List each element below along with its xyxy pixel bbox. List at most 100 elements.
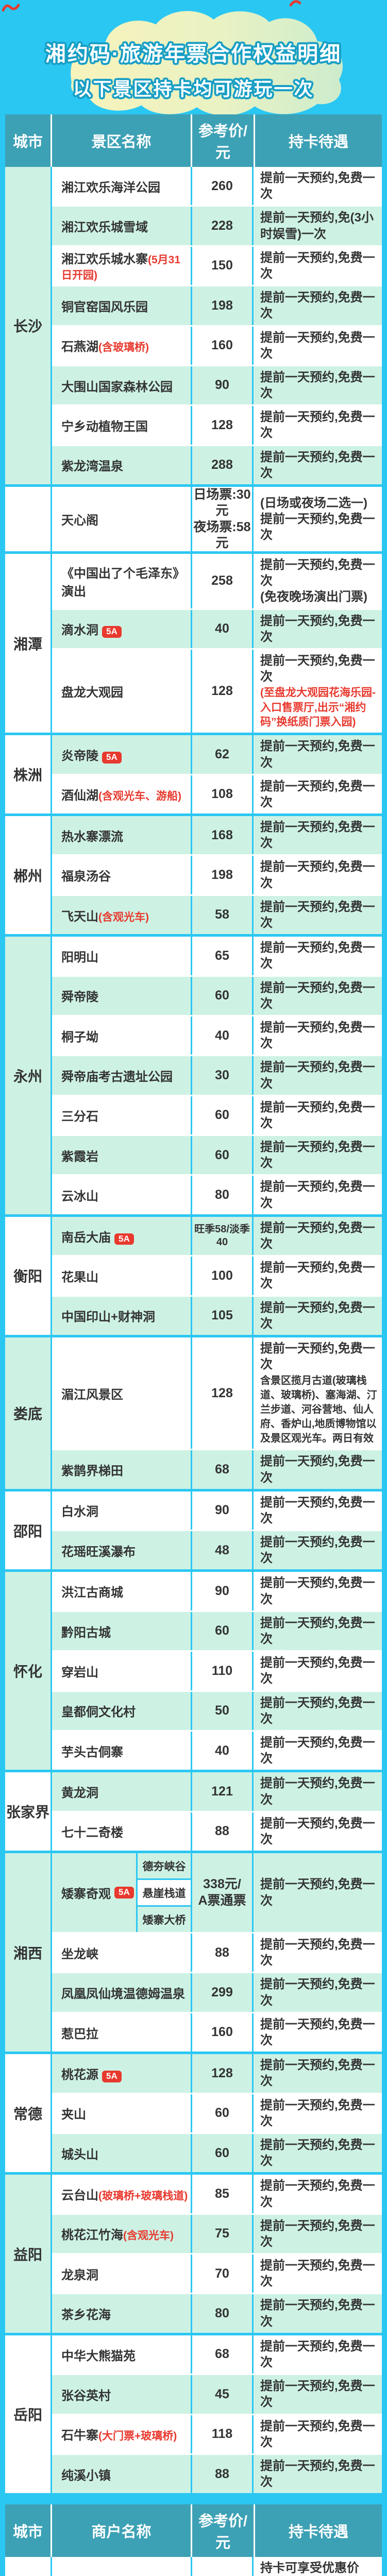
table-row: 飞天山(含观光车) 58 提前一天预约,免费一次: [52, 894, 382, 935]
scenic-name: 大围山国家森林公园: [61, 380, 173, 394]
benefit-cell: 提前一天预约,免费一次: [252, 2415, 382, 2453]
scenic-name: 皇都侗文化村: [61, 1705, 136, 1720]
scenic-name-cell: 《中国出了个毛泽东》演出: [52, 554, 191, 608]
benefit-cell: 提前一天预约,免费一次: [252, 1176, 382, 1214]
city-cell: 郴州: [5, 816, 52, 935]
scenic-name-cell: 云冰山: [52, 1176, 191, 1214]
city-group-rows: 南岳大庙 5A 旺季58/淡季40 提前一天预约,免费一次 花果山 100 提前一天预约,免…: [52, 1216, 382, 1335]
price-value: 45: [215, 2386, 229, 2401]
price-value: 88: [215, 2466, 229, 2481]
city-group: 长沙大王山朗豪酒店豪华客房1108持卡可享受优惠价498元/晚含双早请提前3-5…: [5, 2557, 382, 2576]
table-row: 张谷英村 45 提前一天预约,免费一次: [52, 2374, 382, 2414]
benefit-cell: 提前一天预约,免费一次: [252, 446, 382, 484]
benefit-cell: 提前一天预约,免费一次: [252, 326, 382, 365]
price-value: 68: [215, 1462, 229, 1477]
city-group: 衡阳 南岳大庙 5A 旺季58/淡季40 提前一天预约,免费一次 花果山 100 提前一天预约…: [5, 1214, 382, 1335]
scenic-name-main: 矮寨奇观 5A: [52, 1853, 136, 1932]
benefit-text: 提前一天预约,免费一次: [260, 860, 375, 890]
table-row: 滴水洞 5A 40 提前一天预约,免费一次: [52, 608, 382, 648]
table-row: 中华大熊猫苑 68 提前一天预约,免费一次: [52, 2335, 382, 2374]
city-group-rows: 中华大熊猫苑 68 提前一天预约,免费一次 张谷英村 45 提前一天预约,免费一次 石牛寨(…: [52, 2335, 382, 2494]
scenic-name-cell: 宁乡动植物王国: [52, 406, 191, 444]
benefit-cell: 提前一天预约,免费一次: [252, 937, 382, 975]
price-value: 65: [215, 948, 229, 963]
benefit-text: 提前一天预约,免费一次: [260, 250, 375, 281]
scenic-name-cell: 白水洞: [52, 1492, 191, 1530]
table-row: 紫龙湾温泉 288 提前一天预约,免费一次: [52, 444, 382, 484]
city-group: 张家界 黄龙洞 121 提前一天预约,免费一次 七十二奇楼 88 提前一天预约,免费一次: [5, 1770, 382, 1851]
scenic-name-cell: 紫鹊界梯田: [52, 1450, 191, 1488]
city-group: 株洲 炎帝陵 5A 62 提前一天预约,免费一次 酒仙湖(含观光车、游船) 108 提前一天预…: [5, 733, 382, 814]
badge-5a: 5A: [114, 1887, 134, 1899]
price-cell: 40: [191, 1016, 252, 1055]
scenic-name: 夹山: [61, 2108, 86, 2122]
price-cell: 80: [191, 2294, 252, 2333]
price-line: 338元/: [203, 1877, 241, 1892]
scenic-name-cell: 湘江欢乐城雪域: [52, 207, 191, 245]
price-value: 118: [211, 2427, 233, 2442]
benefit-text: 提前一天预约,免费一次: [260, 1535, 375, 1566]
scenic-name: 酒仙湖: [61, 789, 98, 803]
price-value: 128: [211, 2065, 233, 2080]
table-row: 桃花源 5A 128 提前一天预约,免费一次: [52, 2054, 382, 2093]
price-cell: 128: [191, 406, 252, 445]
scenic-name: 城头山: [61, 2147, 98, 2162]
scenic-name-cell: 洪江古商城: [52, 1572, 191, 1610]
benefit-cell: 提前一天预约,免费一次: [252, 895, 382, 935]
table-row: 茶乡花海 80 提前一天预约,免费一次: [52, 2293, 382, 2333]
price-value: 60: [215, 988, 229, 1003]
column-header-city: 城市: [12, 2524, 43, 2541]
city-cell: 岳阳: [5, 2335, 52, 2494]
table-row: 洪江古商城 90 提前一天预约,免费一次: [52, 1572, 382, 1611]
benefit-text: 提前一天预约,免费一次: [260, 1776, 375, 1807]
price-line: 夜场票:58元: [193, 519, 251, 550]
price-cell: 80: [191, 1176, 252, 1214]
price-value: 288: [211, 457, 233, 472]
benefit-cell: 提前一天预约,免费一次: [252, 775, 382, 814]
price-cell: 128: [191, 2054, 252, 2093]
price-cell: 168: [191, 816, 252, 855]
table-row: 黄龙洞 121 提前一天预约,免费一次: [52, 1772, 382, 1811]
table-row: 炎帝陵 5A 62 提前一天预约,免费一次: [52, 735, 382, 774]
scenic-name: 惹巴拉: [61, 2027, 98, 2041]
city-group-rows: 湘江欢乐海洋公园 260 提前一天预约,免费一次 湘江欢乐城雪域 228 提前一天预约,免…: [52, 167, 382, 484]
scenic-name-cell: 城头山: [52, 2134, 191, 2172]
scenic-name-cell: 盘龙大观园: [52, 650, 191, 733]
city-cell: 湘西: [5, 1853, 52, 2052]
column-header-price: 参考价/元: [191, 2504, 254, 2557]
city-group: 天心阁 日场票:30元 夜场票:58元 (日场或夜场二选一) 提前一天预约,免费一次: [5, 484, 382, 551]
benefit-cell: 提前一天预约,免费一次: [252, 1731, 382, 1770]
price-cell: 128: [191, 649, 252, 733]
benefit-text: 提前一天预约,免费一次: [260, 2419, 375, 2449]
price-cell: 90: [191, 366, 252, 405]
city-group: 益阳 云台山(玻璃桥+玻璃栈道) 85 提前一天预约,免费一次 桃花江竹海(含观光车) 7…: [5, 2172, 382, 2333]
table-row: 铜官窑国风乐园 198 提前一天预约,免费一次: [52, 285, 382, 325]
scenic-name: 热水寨漂流: [61, 829, 123, 844]
red-squiggle-decoration: [2, 4, 20, 12]
scenic-name-red-note: (玻璃桥+玻璃栈道): [98, 2190, 188, 2202]
price-cell: 75: [191, 2214, 252, 2253]
benefit-text: 提前一天预约,免费一次: [260, 941, 375, 971]
benefit-cell: 提前一天预约,免费一次: [252, 2094, 382, 2132]
city-group-rows: 白水洞 90 提前一天预约,免费一次 花瑶旺溪瀑布 48 提前一天预约,免费一次: [52, 1491, 382, 1570]
price-cell: 128: [191, 1337, 252, 1449]
benefit-text: 提前一天预约,免费一次: [260, 1140, 375, 1171]
scenic-name-cell: 炎帝陵 5A: [52, 735, 191, 773]
scenic-name-cell: 黔阳古城: [52, 1612, 191, 1650]
table-row: 七十二奇楼 88 提前一天预约,免费一次: [52, 1810, 382, 1851]
city-cell: 株洲: [5, 735, 52, 814]
scenic-name: 炎帝陵: [61, 749, 98, 764]
city-group-rows: 矮寨奇观 5A 德夯峡谷 悬崖栈道 矮寨大桥 338元/A票通票 提前一天预约,免费一次 坐龙…: [52, 1853, 382, 2052]
price-value: 105: [211, 1308, 233, 1323]
benefit-text: (日场或夜场二选一): [260, 496, 367, 510]
price-cell: 118: [191, 2415, 252, 2453]
price-cell: 110: [191, 1652, 252, 1690]
benefit-text: 提前一天预约,免费一次: [260, 2218, 375, 2249]
benefit-text: 提前一天预约,免费一次: [260, 2017, 375, 2048]
benefit-text: 提前一天预约,免费一次: [260, 410, 375, 440]
price-value: 128: [211, 684, 233, 699]
badge-5a: 5A: [102, 626, 122, 638]
benefit-text: 提前一天预约,免费一次: [260, 2138, 375, 2168]
benefit-text: 提前一天预约,免费一次: [260, 1938, 375, 1968]
scenic-name-cell: 紫龙湾温泉: [52, 446, 191, 484]
